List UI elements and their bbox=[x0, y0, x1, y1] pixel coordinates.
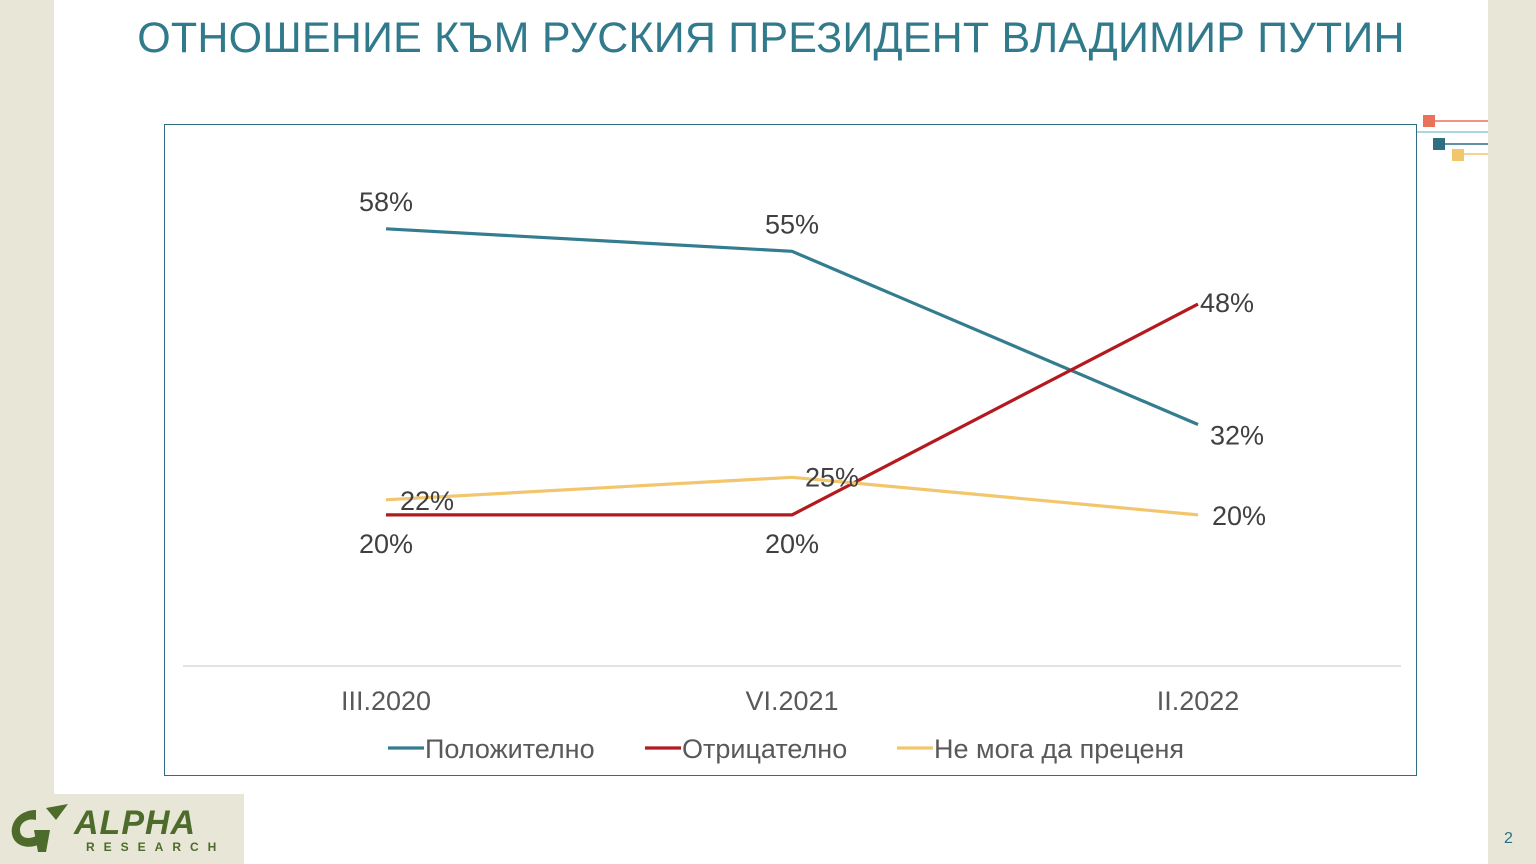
x-tick-label: II.2022 bbox=[1157, 686, 1240, 716]
data-label: 32% bbox=[1210, 421, 1264, 451]
series-line bbox=[385, 475, 1199, 517]
logo-text: ALPHA bbox=[74, 804, 197, 842]
legend-label: Не мога да преценя bbox=[934, 734, 1184, 764]
legend-label: Положително bbox=[425, 734, 595, 764]
data-label: 20% bbox=[1212, 501, 1266, 531]
chart-frame: III.2020 VI.2021 II.2022 58% 55% 32% 20% 20% 48%… bbox=[164, 124, 1417, 776]
line-chart: III.2020 VI.2021 II.2022 58% 55% 32% 20% 20% 48%… bbox=[183, 187, 1401, 764]
page-number: 2 bbox=[1504, 830, 1513, 847]
slide-title: ОТНОШЕНИЕ КЪМ РУСКИЯ ПРЕЗИДЕНТ ВЛАДИМИР … bbox=[137, 14, 1405, 62]
legend-label: Отрицателно bbox=[682, 734, 847, 764]
data-label: 22% bbox=[400, 486, 454, 516]
data-label: 58% bbox=[359, 187, 413, 217]
data-label: 20% bbox=[359, 529, 413, 559]
left-margin-band bbox=[0, 0, 54, 864]
data-label: 48% bbox=[1200, 288, 1254, 318]
data-label: 55% bbox=[765, 209, 819, 239]
data-label: 25% bbox=[805, 462, 859, 492]
x-tick-label: III.2020 bbox=[341, 686, 431, 716]
series-line bbox=[385, 227, 1199, 426]
x-tick-label: VI.2021 bbox=[745, 686, 838, 716]
right-margin-band bbox=[1488, 0, 1536, 864]
series-line bbox=[386, 302, 1199, 517]
logo-mark-icon bbox=[11, 804, 68, 852]
data-label: 20% bbox=[765, 529, 819, 559]
alpha-research-logo: ALPHA RESEARCH bbox=[0, 794, 244, 864]
logo-subtext: RESEARCH bbox=[86, 840, 226, 854]
